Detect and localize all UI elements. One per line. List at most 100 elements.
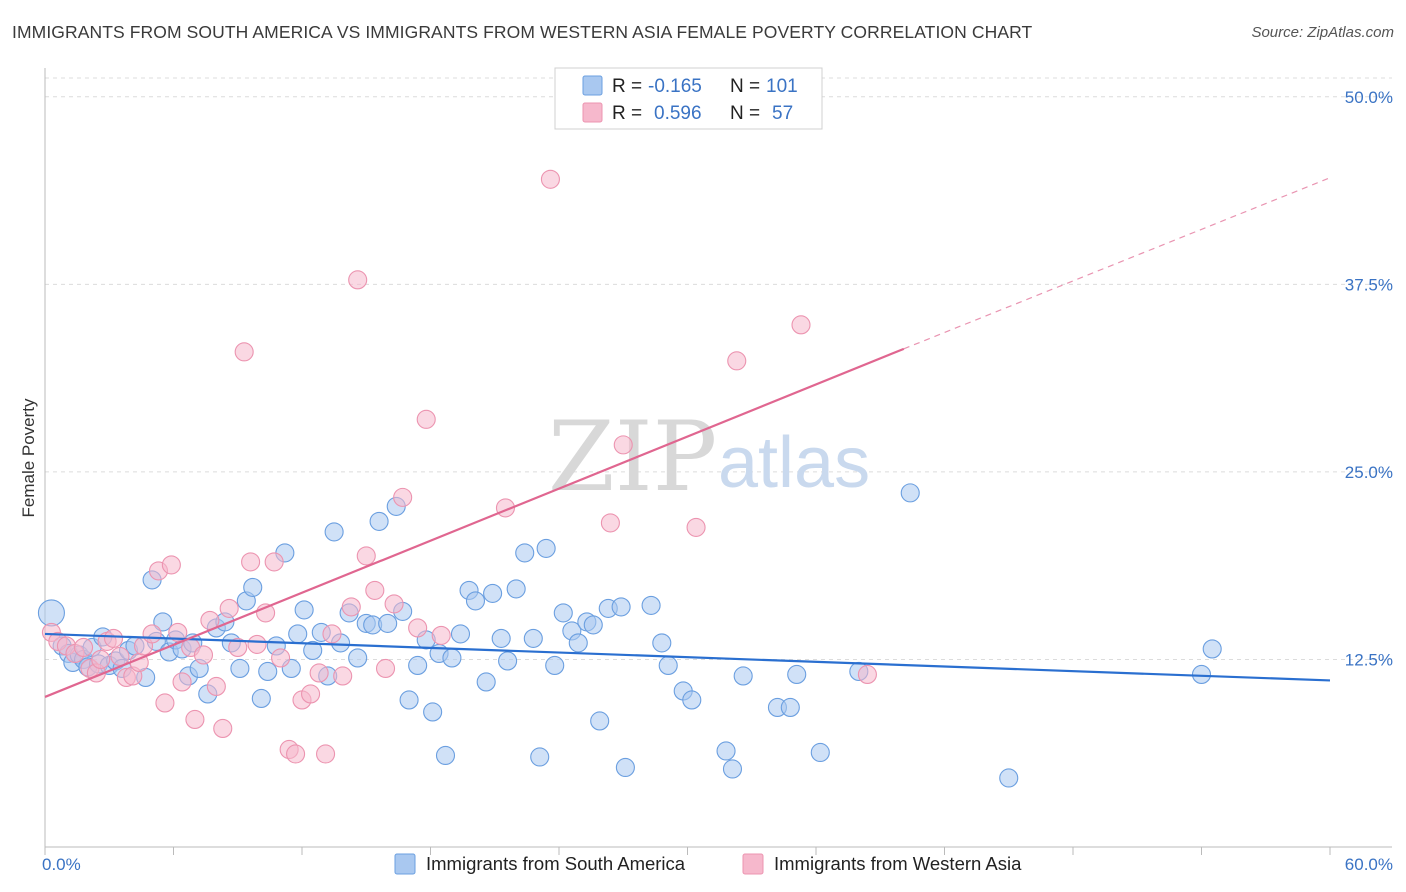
point-series-1-10 — [110, 646, 130, 666]
point-series-0-64 — [491, 628, 511, 648]
point-series-1-49 — [393, 487, 413, 507]
point-series-0-58 — [442, 648, 462, 668]
point-series-1-59 — [857, 664, 877, 684]
point-series-1-23 — [193, 645, 214, 665]
point-series-0-59 — [450, 624, 471, 644]
point-series-0-33 — [258, 661, 278, 681]
point-series-0-68 — [523, 628, 543, 648]
point-series-0-95 — [999, 768, 1019, 788]
point-series-0-18 — [153, 612, 173, 632]
point-series-0-63 — [483, 583, 503, 603]
point-series-0-83 — [658, 655, 678, 675]
point-series-1-28 — [228, 637, 248, 657]
point-series-0-88 — [733, 666, 753, 686]
point-series-0-42 — [324, 522, 344, 542]
point-series-1-40 — [316, 744, 336, 764]
point-series-1-18 — [161, 555, 181, 575]
point-series-0-39 — [303, 640, 323, 660]
chart-title: IMMIGRANTS FROM SOUTH AMERICA VS IMMIGRA… — [12, 22, 1033, 42]
point-series-0-62 — [476, 672, 496, 692]
point-series-1-36 — [286, 744, 306, 764]
point-series-0-82 — [652, 633, 672, 653]
point-series-0-87 — [722, 759, 743, 779]
point-series-1-58 — [791, 315, 811, 335]
point-series-1-27 — [219, 598, 239, 618]
watermark: ZIP atlas — [548, 401, 870, 513]
series-legend-swatch-south-america — [394, 853, 416, 875]
point-series-1-17 — [155, 693, 175, 713]
point-series-0-72 — [553, 603, 573, 623]
point-series-1-26 — [213, 718, 233, 739]
series-legend: Immigrants from South America Immigrants… — [394, 853, 1022, 875]
point-series-1-43 — [341, 597, 361, 617]
point-series-1-38 — [301, 684, 321, 704]
legend-r-value-1: 0.596 — [654, 103, 702, 124]
point-series-0-90 — [780, 697, 800, 718]
series-legend-swatch-western-asia — [742, 853, 764, 875]
point-series-0-85 — [682, 690, 702, 710]
watermark-atlas: atlas — [718, 423, 870, 503]
point-series-1-34 — [271, 648, 291, 668]
trend-line-series-1 — [44, 347, 905, 698]
data-points — [37, 169, 1222, 788]
point-series-1-7 — [91, 649, 111, 669]
trend-line-extension-series-1 — [903, 177, 1331, 350]
point-series-0-74 — [568, 633, 588, 653]
point-series-0-96 — [1191, 664, 1212, 684]
series-legend-label-south-america: Immigrants from South America — [426, 853, 686, 874]
point-series-0-37 — [288, 624, 308, 644]
point-series-0-61 — [465, 591, 486, 611]
legend-r-label-1: R = — [612, 103, 642, 124]
point-series-1-56 — [686, 517, 706, 537]
point-series-0-67 — [515, 543, 535, 563]
legend-n-value-0: 101 — [766, 76, 798, 97]
point-series-1-9 — [103, 628, 124, 648]
legend-r-value-0: -0.165 — [648, 76, 702, 97]
point-series-0-97 — [1202, 639, 1222, 659]
x-tick-label-max: 60.0% — [1345, 855, 1393, 874]
legend-n-label-1: N = — [730, 103, 760, 124]
axes — [44, 68, 1392, 855]
legend-n-label-0: N = — [730, 76, 760, 97]
source-label: Source: ZipAtlas.com — [1251, 24, 1394, 41]
point-series-0-71 — [545, 655, 565, 675]
point-series-0-0 — [37, 599, 65, 627]
y-tick-label-2: 37.5% — [1345, 275, 1393, 294]
legend-swatch-western-asia — [582, 102, 603, 123]
point-series-0-32 — [251, 688, 271, 709]
point-series-1-42 — [333, 666, 353, 686]
watermark-zip: ZIP — [548, 401, 717, 513]
point-series-1-22 — [185, 709, 205, 730]
x-tick-labels: 0.0% 60.0% — [42, 855, 1393, 874]
point-series-0-69 — [530, 747, 550, 767]
point-series-1-54 — [540, 169, 560, 189]
series-legend-label-western-asia: Immigrants from Western Asia — [774, 853, 1022, 874]
point-series-1-45 — [356, 546, 376, 566]
point-series-0-45 — [348, 648, 368, 668]
point-series-0-94 — [900, 483, 920, 503]
gridlines — [45, 77, 1392, 660]
y-axis-label: Female Poverty — [19, 398, 38, 518]
point-series-0-48 — [369, 511, 389, 531]
point-series-1-52 — [431, 625, 451, 645]
point-series-1-15 — [142, 624, 162, 644]
point-series-0-91 — [787, 664, 807, 684]
point-series-1-29 — [234, 342, 254, 362]
point-series-0-86 — [716, 741, 736, 761]
legend-r-label-0: R = — [612, 76, 642, 97]
point-series-0-53 — [408, 655, 428, 675]
point-series-1-33 — [264, 552, 284, 572]
point-series-1-60 — [613, 435, 633, 455]
point-series-0-81 — [641, 595, 661, 615]
point-series-1-41 — [322, 624, 342, 644]
point-series-0-92 — [810, 742, 830, 763]
point-series-0-80 — [615, 757, 635, 778]
point-series-1-20 — [172, 672, 192, 692]
trend-line-series-0 — [44, 632, 1331, 682]
point-series-1-4 — [74, 637, 94, 657]
y-tick-label-3: 50.0% — [1345, 88, 1393, 107]
point-series-0-79 — [611, 597, 631, 617]
point-series-1-46 — [365, 580, 385, 600]
point-series-0-70 — [536, 538, 556, 558]
point-series-0-49 — [378, 613, 398, 633]
